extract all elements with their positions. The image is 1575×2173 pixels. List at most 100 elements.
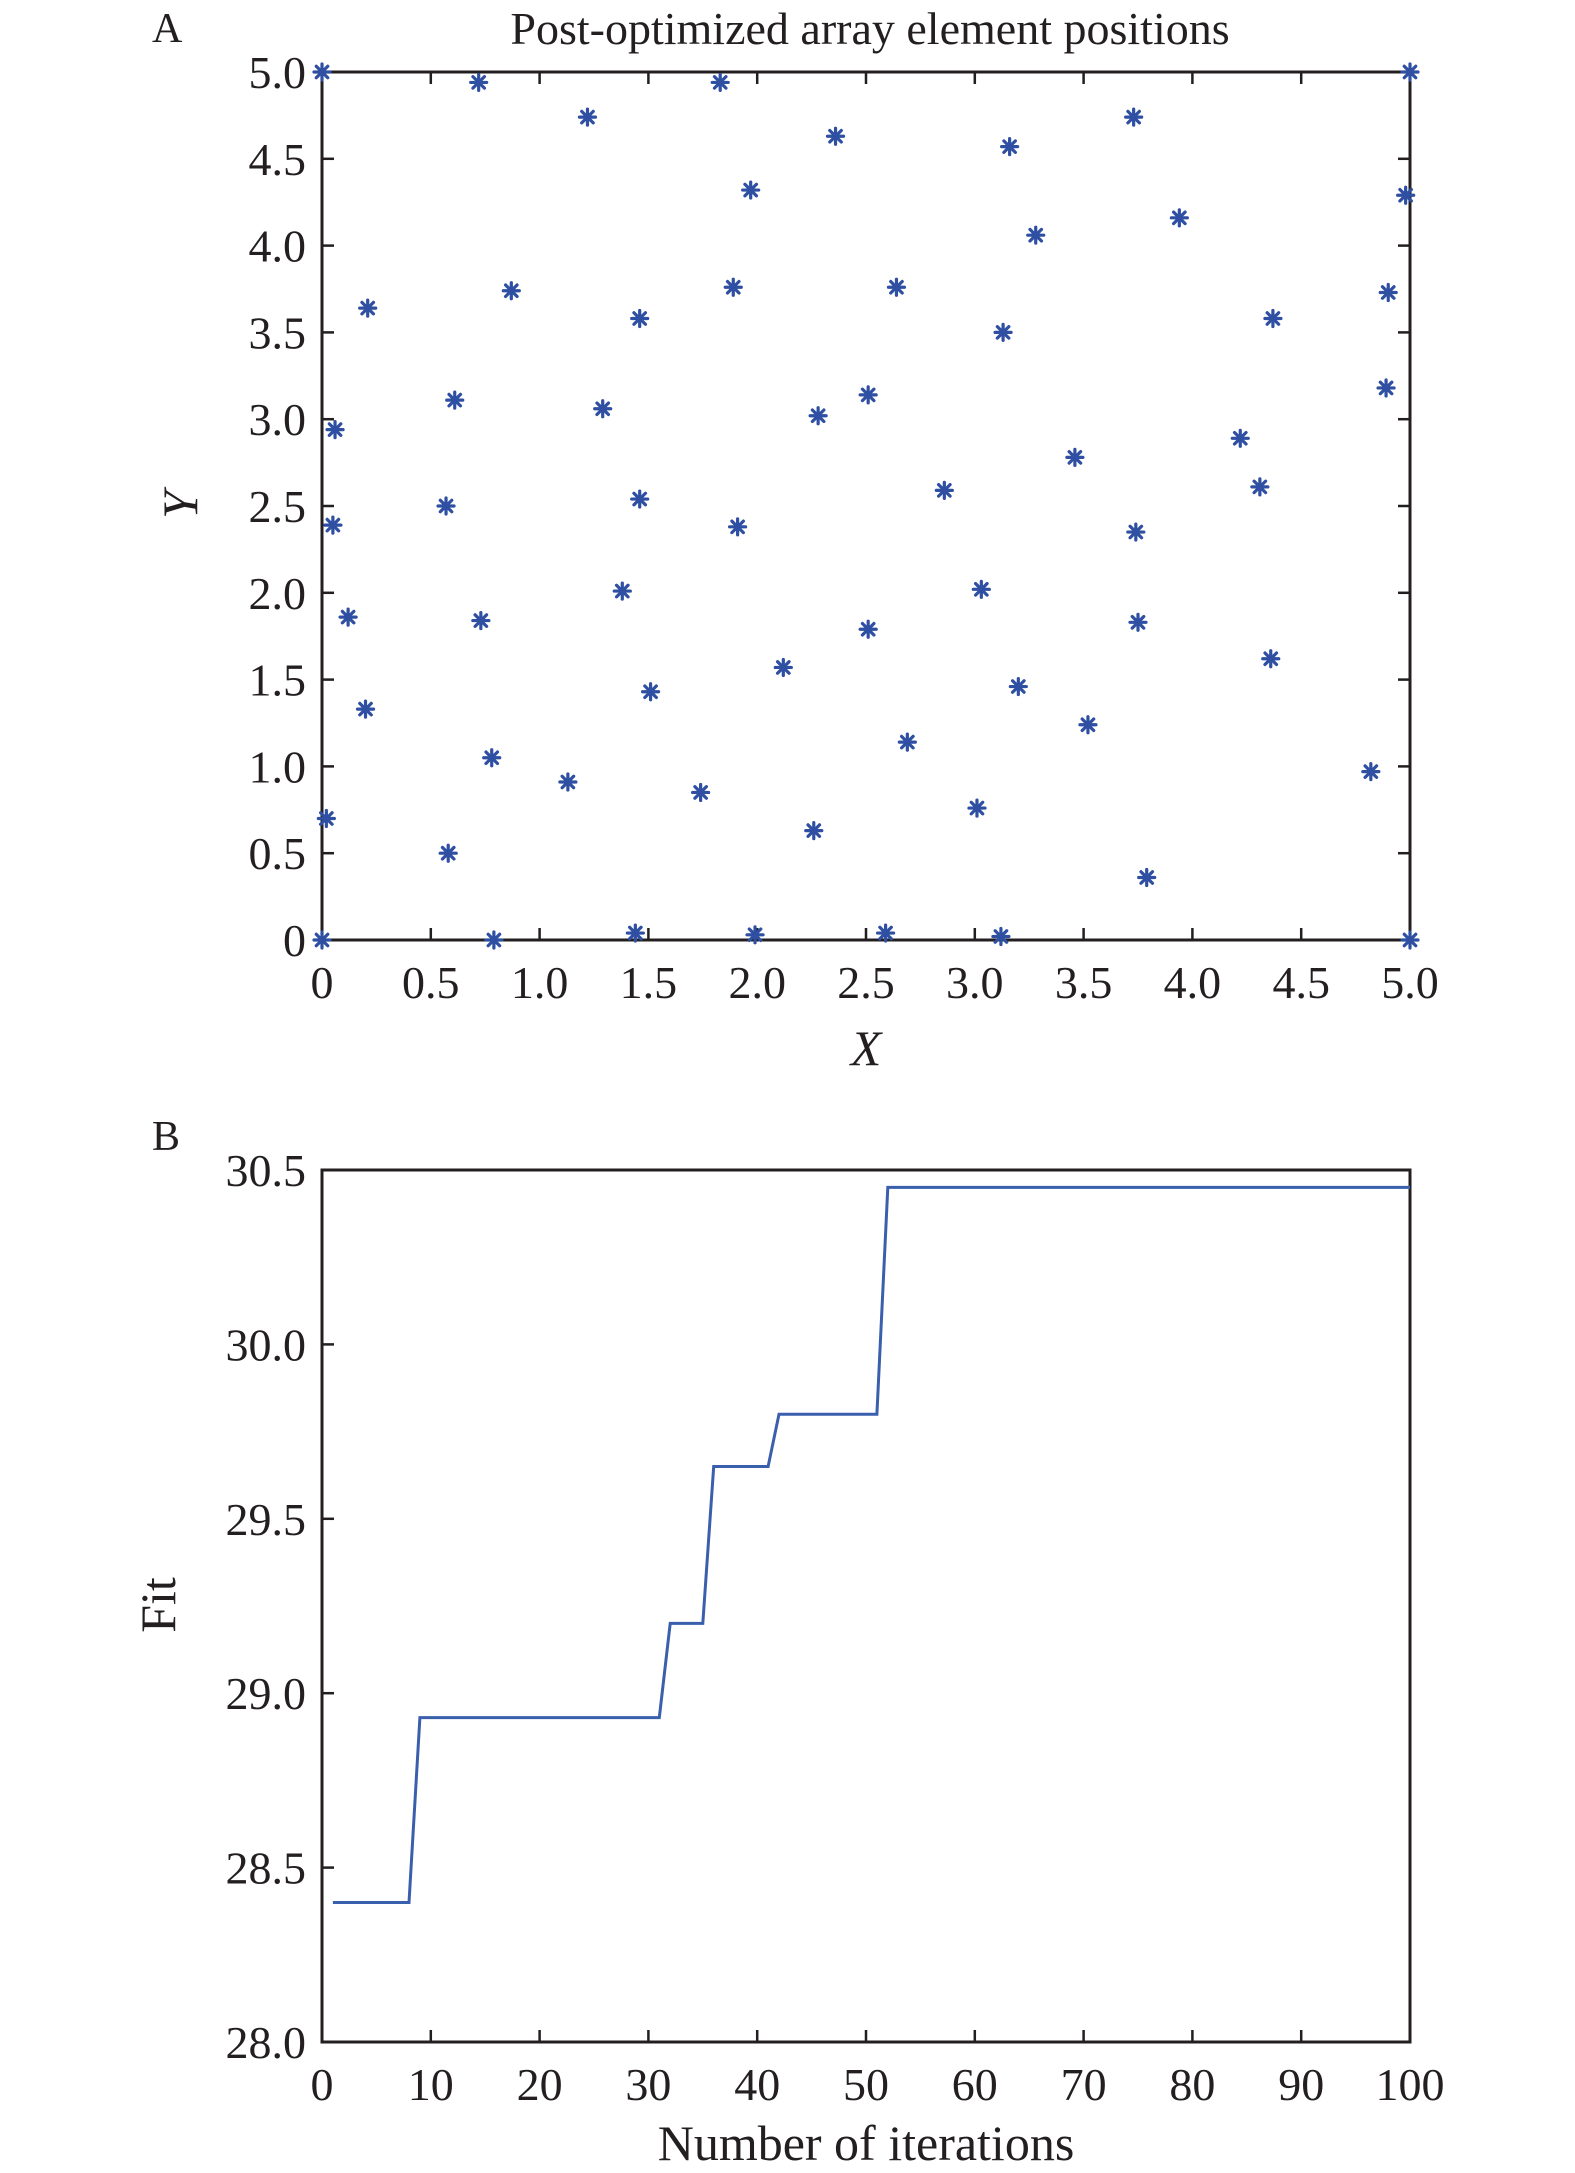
line-x-axis: 0 10 20 30 40 50 60 70 80 90 100	[311, 2030, 1445, 2110]
scatter-plot-frame	[320, 70, 1412, 942]
array-element-marker	[1400, 930, 1420, 950]
line-x-tick-label: 20	[517, 2059, 563, 2110]
line-x-tick-label: 90	[1278, 2059, 1324, 2110]
array-element-marker	[1000, 137, 1020, 157]
line-y-axis-label: Fit	[130, 1577, 186, 1633]
scatter-x-tick-label: 2.0	[728, 957, 786, 1008]
array-element-marker	[804, 821, 824, 841]
array-element-marker	[825, 126, 846, 146]
array-element-marker	[1065, 447, 1085, 467]
array-element-marker	[1250, 477, 1270, 497]
scatter-x-tick-label: 2.5	[837, 957, 895, 1008]
scatter-y-tick-label: 4.5	[249, 134, 307, 185]
array-element-marker	[886, 277, 907, 297]
array-element-marker	[1128, 612, 1148, 632]
array-element-marker	[1169, 208, 1189, 228]
line-x-axis-label: Number of iterations	[658, 2115, 1075, 2171]
array-element-marker	[993, 322, 1013, 342]
scatter-y-tick-label: 4.0	[249, 221, 307, 272]
array-element-marker	[858, 619, 878, 639]
array-element-marker	[358, 298, 378, 318]
array-element-marker	[773, 657, 793, 678]
array-element-marker	[438, 843, 458, 863]
array-element-marker	[630, 308, 650, 329]
line-y-axis: 28.0 28.5 29.0 29.5 30.0 30.5	[226, 1145, 334, 2068]
scatter-x-axis-label: X	[849, 1020, 884, 1076]
array-element-marker	[436, 496, 456, 516]
array-element-marker	[971, 579, 991, 599]
line-x-tick-label: 80	[1169, 2059, 1215, 2110]
scatter-y-axis: 0 0.5 1.0 1.5 2.0 2.5 3.0 3.5 4.0 4.5 5.0	[249, 47, 1410, 966]
array-element-marker	[1230, 428, 1250, 448]
array-element-marker	[967, 798, 987, 818]
panel-b-label: B	[152, 1114, 180, 1160]
scatter-y-tick-label: 2.5	[249, 481, 307, 532]
scatter-y-tick-label: 1.5	[249, 655, 307, 706]
line-y-tick-label: 28.5	[226, 1843, 307, 1894]
array-element-marker	[1263, 308, 1283, 329]
scatter-x-tick-label: 0	[311, 957, 334, 1008]
array-element-marker	[482, 748, 502, 768]
scatter-x-tick-label: 1.0	[511, 957, 569, 1008]
scatter-y-tick-label: 3.5	[249, 307, 307, 358]
panel-a-label: A	[152, 6, 183, 52]
array-element-marker	[1400, 62, 1420, 82]
scatter-y-axis-label: Y	[152, 486, 208, 519]
scatter-x-tick-label: 1.5	[620, 957, 678, 1008]
array-element-marker	[593, 399, 613, 419]
line-x-tick-label: 30	[625, 2059, 671, 2110]
array-element-marker	[577, 107, 598, 127]
scatter-x-axis: 0 0.5 1.0 1.5 2.0 2.5 3.0 3.5 4.0 4.5 5.0	[311, 72, 1439, 1008]
array-element-marker	[1026, 225, 1046, 245]
array-element-marker	[991, 926, 1011, 947]
array-element-marker	[875, 923, 896, 943]
array-element-marker	[640, 682, 661, 702]
fit-series-line	[332, 1185, 1410, 1904]
scatter-y-tick-label: 0	[283, 915, 306, 966]
line-x-tick-label: 0	[311, 2059, 334, 2110]
array-element-marker	[728, 517, 748, 537]
array-element-marker	[323, 515, 343, 535]
array-element-marker	[1361, 762, 1381, 782]
scatter-x-tick-label: 4.5	[1272, 957, 1330, 1008]
line-y-tick-label: 30.0	[226, 1319, 307, 1370]
line-plot-frame	[320, 1168, 1412, 2044]
array-element-marker	[612, 581, 632, 601]
array-element-marker	[355, 699, 376, 719]
array-element-marker	[858, 385, 878, 405]
array-element-marker	[484, 930, 504, 950]
array-element-marker	[338, 607, 358, 627]
array-element-marker	[445, 390, 465, 410]
array-element-marker	[316, 808, 336, 829]
line-y-tick-label: 29.5	[226, 1494, 307, 1545]
array-element-marker	[1126, 522, 1146, 542]
array-element-marker	[1396, 185, 1416, 205]
array-element-marker	[325, 420, 345, 440]
scatter-panel: A Post-optimized array element positions…	[152, 3, 1439, 1076]
array-element-marker	[630, 489, 650, 509]
array-element-marker	[469, 72, 489, 93]
scatter-y-tick-label: 3.0	[249, 394, 307, 445]
array-element-marker	[1008, 676, 1028, 697]
array-element-marker	[558, 772, 578, 792]
array-element-marker	[745, 925, 765, 945]
scatter-points	[312, 62, 1420, 950]
scatter-x-tick-label: 3.0	[946, 957, 1004, 1008]
array-element-marker	[1078, 715, 1098, 735]
scatter-y-tick-label: 2.0	[249, 568, 307, 619]
array-element-marker	[691, 782, 711, 803]
array-element-marker	[808, 406, 828, 426]
line-y-tick-label: 30.5	[226, 1145, 307, 1196]
line-panel: B 0 10 20 30 40 50 60 70 80 90 100 28.0 28.5 29.0 29.…	[130, 1114, 1445, 2171]
array-element-marker	[741, 180, 761, 200]
line-y-tick-label: 28.0	[226, 2017, 307, 2068]
line-x-tick-label: 40	[734, 2059, 780, 2110]
scatter-x-tick-label: 0.5	[402, 957, 460, 1008]
scatter-chart-title: Post-optimized array element positions	[510, 3, 1229, 54]
array-element-marker	[501, 281, 521, 301]
array-element-marker	[1261, 649, 1281, 669]
array-element-marker	[1378, 282, 1398, 303]
line-y-tick-label: 29.0	[226, 1668, 307, 1719]
array-element-marker	[312, 930, 332, 950]
